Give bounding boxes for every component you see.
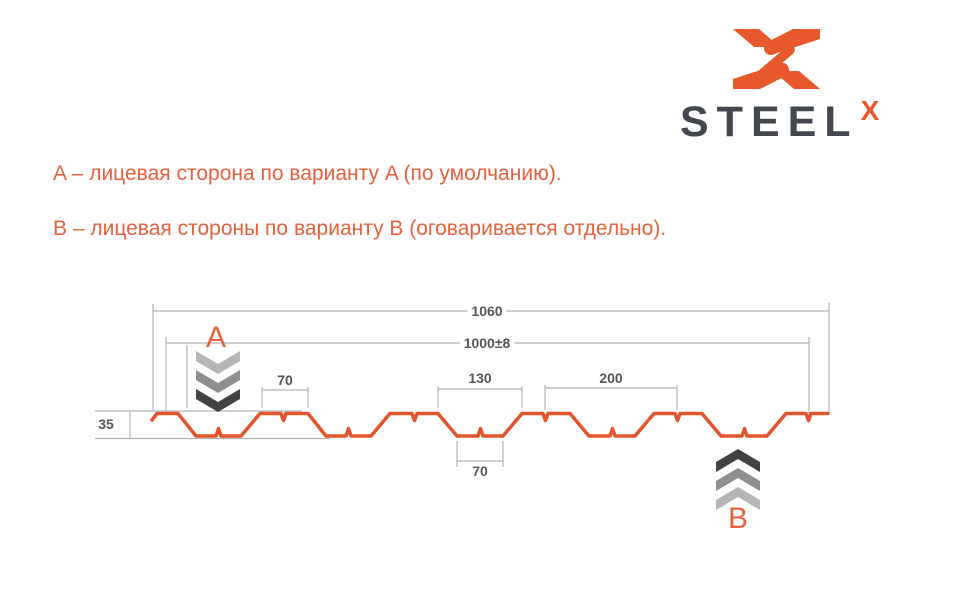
dim-valley-bottom-width-label: 70 <box>468 462 492 480</box>
dim-rib-period-label: 200 <box>595 369 627 387</box>
dim-profile-height-label: 35 <box>94 415 118 433</box>
brand-text: STEEL <box>680 98 859 146</box>
brand-sup-x: X <box>860 95 880 126</box>
brand-wordmark: STEELX <box>680 95 879 146</box>
variant-a-letter: A <box>205 321 226 354</box>
dim-working-width-label: 1000±8 <box>459 334 515 352</box>
steelx-emblem-icon <box>733 29 820 89</box>
dim-valley-opening-label: 130 <box>464 369 496 387</box>
variant-b-chevrons-icon <box>716 449 760 510</box>
variant-b-letter: B <box>727 502 748 535</box>
note-variant-a: A – лицевая сторона по варианту A (по ум… <box>53 162 562 185</box>
dim-overall-width-label: 1060 <box>467 302 507 320</box>
sheet-profile-line <box>150 411 830 438</box>
variant-a-chevrons-icon <box>196 351 240 412</box>
dim-crest-top-width-label: 70 <box>273 371 297 389</box>
note-variant-b: B – лицевая стороны по варианту B (огова… <box>53 217 667 240</box>
